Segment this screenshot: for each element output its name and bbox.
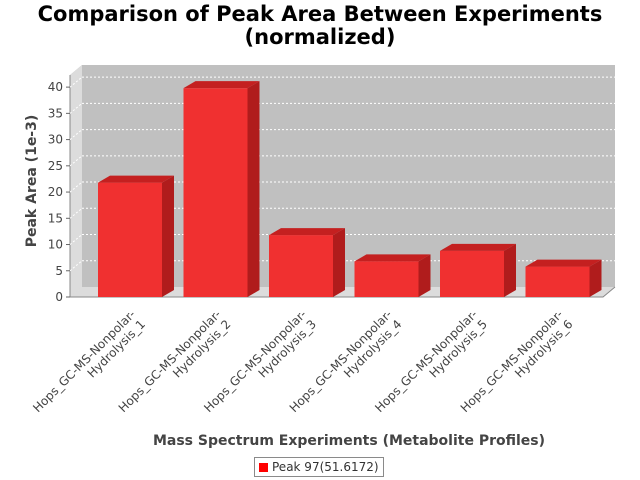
y-tick-label: 10	[48, 238, 63, 252]
gridline-side	[69, 234, 83, 245]
y-tick-label: 30	[48, 133, 63, 147]
bar	[183, 88, 248, 297]
y-tick-label: 40	[48, 80, 63, 94]
bar-top	[98, 175, 174, 183]
bar-top	[183, 81, 260, 89]
bar	[525, 266, 590, 297]
bar-top	[354, 254, 431, 262]
plot-outline	[69, 75, 616, 298]
y-tick-label: 25	[48, 159, 63, 173]
plot-side-wall	[70, 65, 82, 297]
y-axis-label: Peak Area (1e-3)	[24, 115, 40, 248]
y-tick-label: 0	[55, 290, 63, 304]
bar-side	[247, 81, 260, 297]
y-tick-label: 15	[48, 211, 63, 225]
gridline-side	[69, 155, 83, 167]
legend-swatch	[259, 462, 268, 472]
gridline-side	[69, 260, 83, 272]
chart-title-line-2: (normalized)	[244, 25, 396, 49]
bar	[269, 235, 333, 297]
gridline-side	[69, 102, 83, 114]
bar-top	[440, 243, 516, 251]
gridline-side	[69, 181, 83, 193]
legend-label: Peak 97(51.6172)	[272, 460, 379, 474]
gridline-side	[69, 129, 83, 140]
bar	[440, 250, 504, 297]
bar-side	[333, 228, 345, 297]
bar-top	[525, 259, 602, 267]
bar-top	[269, 228, 345, 236]
x-axis-label: Mass Spectrum Experiments (Metabolite Pr…	[153, 433, 545, 449]
y-tick-label: 35	[48, 106, 63, 120]
bar-side	[589, 259, 602, 297]
y-tick-label: 20	[48, 185, 63, 199]
gridline-side	[69, 207, 83, 219]
bar	[354, 261, 419, 297]
bar-side	[162, 175, 174, 297]
y-tick-label: 5	[55, 264, 63, 278]
chart-title: Comparison of Peak Area Between Experime…	[37, 2, 603, 26]
bar-side	[504, 243, 516, 297]
gridline-side	[69, 76, 83, 88]
legend: Peak 97(51.6172)	[254, 457, 384, 477]
bar-side	[418, 254, 431, 297]
bar	[98, 182, 162, 297]
